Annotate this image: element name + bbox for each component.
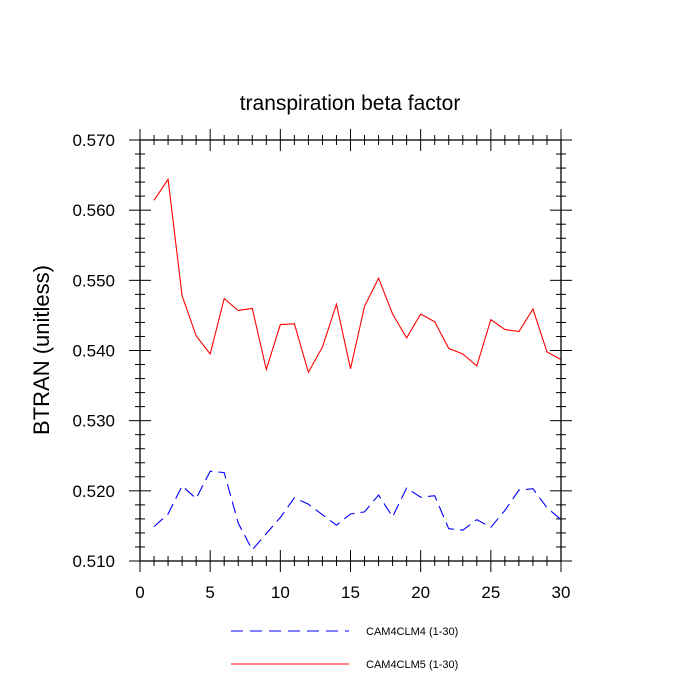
x-tick-label: 20 — [411, 583, 430, 602]
x-tick-label: 10 — [271, 583, 290, 602]
series-lines — [153, 177, 562, 551]
x-tick-label: 25 — [481, 583, 500, 602]
plot-frame — [139, 139, 562, 562]
x-tick-label: 30 — [552, 583, 571, 602]
legend: CAM4CLM4 (1-30) CAM4CLM5 (1-30) — [231, 626, 458, 671]
y-tick-label: 0.550 — [72, 271, 115, 290]
chart-title: transpiration beta factor — [240, 92, 461, 115]
y-axis-label: BTRAN (unitless) — [29, 265, 54, 435]
x-tick-label: 5 — [205, 583, 214, 602]
series-line-1 — [153, 470, 562, 551]
legend-label-2: CAM4CLM5 (1-30) — [366, 659, 458, 671]
y-tick-label: 0.560 — [72, 201, 115, 220]
y-tick-label: 0.530 — [72, 412, 115, 431]
x-tick-label: 15 — [341, 583, 360, 602]
y-tick-label: 0.510 — [72, 552, 115, 571]
y-tick-label: 0.570 — [72, 131, 115, 150]
y-tick-label: 0.540 — [72, 342, 115, 361]
legend-label-1: CAM4CLM4 (1-30) — [366, 626, 458, 638]
axis-tick-labels: 0 5 10 15 20 25 30 0.510 0.520 0.530 0.540 0.550 0.5… — [72, 131, 570, 602]
axis-ticks — [129, 129, 572, 572]
y-tick-label: 0.520 — [72, 482, 115, 501]
x-tick-label: 0 — [135, 583, 144, 602]
series-line-2 — [153, 177, 562, 374]
